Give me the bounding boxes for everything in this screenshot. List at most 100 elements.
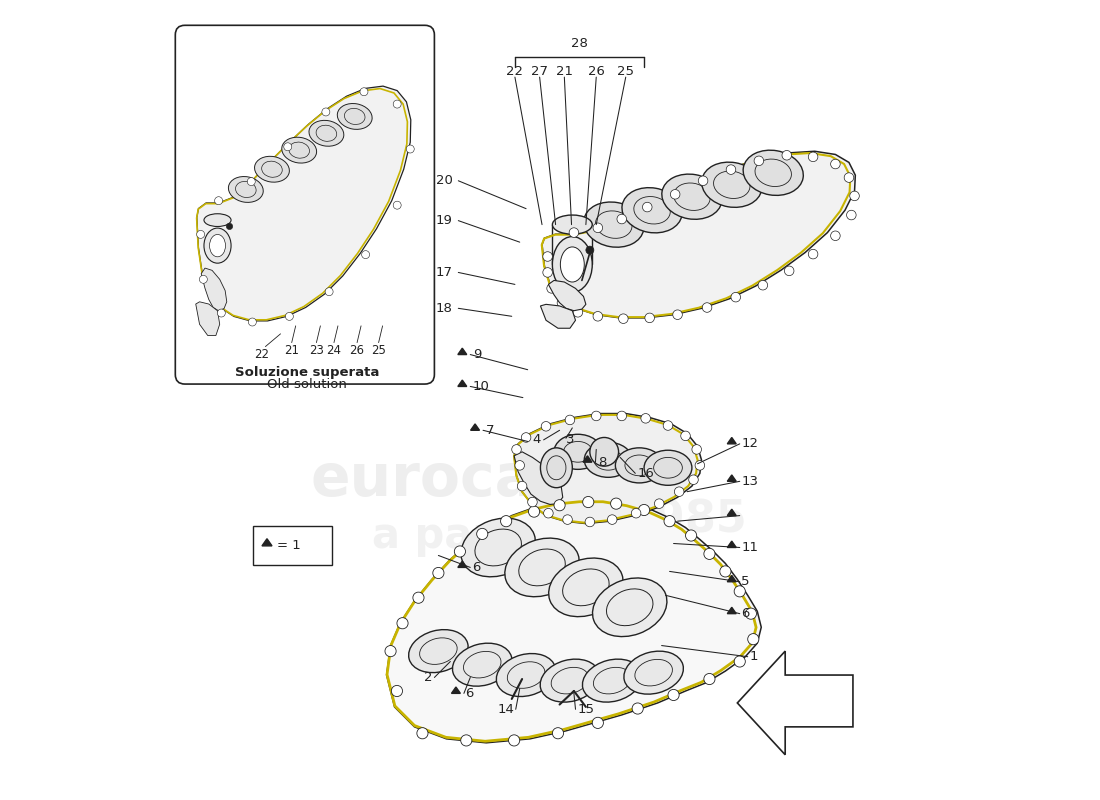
Ellipse shape <box>552 728 563 739</box>
Polygon shape <box>458 348 466 354</box>
Text: 6: 6 <box>741 607 750 620</box>
Ellipse shape <box>515 461 525 470</box>
Ellipse shape <box>204 228 231 263</box>
Ellipse shape <box>199 275 207 283</box>
Ellipse shape <box>569 228 579 238</box>
Ellipse shape <box>326 288 333 296</box>
Text: 28: 28 <box>571 37 587 50</box>
Ellipse shape <box>702 162 762 207</box>
Ellipse shape <box>517 482 527 491</box>
Text: Soluzione superata: Soluzione superata <box>234 366 380 378</box>
Ellipse shape <box>408 630 469 673</box>
Text: = 1: = 1 <box>276 539 300 552</box>
Ellipse shape <box>645 313 654 322</box>
Ellipse shape <box>673 310 682 319</box>
Ellipse shape <box>476 528 487 539</box>
Ellipse shape <box>850 191 859 201</box>
Ellipse shape <box>209 234 226 257</box>
Text: 12: 12 <box>741 438 758 450</box>
Text: 1985: 1985 <box>624 498 747 541</box>
Ellipse shape <box>412 592 424 603</box>
Ellipse shape <box>432 567 444 578</box>
Text: 15: 15 <box>578 703 595 716</box>
FancyBboxPatch shape <box>253 526 332 565</box>
Text: 8: 8 <box>597 456 606 469</box>
Text: Old solution: Old solution <box>267 378 346 391</box>
Ellipse shape <box>755 156 763 166</box>
Ellipse shape <box>406 145 415 153</box>
Ellipse shape <box>847 210 856 220</box>
Text: 26: 26 <box>350 344 364 357</box>
Text: 25: 25 <box>617 65 635 78</box>
Ellipse shape <box>461 518 536 577</box>
Ellipse shape <box>254 156 289 182</box>
Ellipse shape <box>734 586 746 597</box>
Ellipse shape <box>784 266 794 276</box>
Polygon shape <box>727 575 736 582</box>
Ellipse shape <box>496 654 556 697</box>
Polygon shape <box>451 687 461 694</box>
Ellipse shape <box>664 515 675 526</box>
Ellipse shape <box>249 318 256 326</box>
Ellipse shape <box>615 448 663 483</box>
Ellipse shape <box>808 152 818 162</box>
Polygon shape <box>471 424 480 430</box>
Ellipse shape <box>624 651 683 694</box>
Ellipse shape <box>621 188 682 233</box>
Polygon shape <box>201 268 227 310</box>
Ellipse shape <box>282 138 317 163</box>
Ellipse shape <box>830 231 840 241</box>
Ellipse shape <box>309 120 344 146</box>
Ellipse shape <box>542 252 552 262</box>
Ellipse shape <box>617 214 627 224</box>
Polygon shape <box>196 302 220 335</box>
Ellipse shape <box>692 445 702 454</box>
Ellipse shape <box>719 566 732 577</box>
Text: 23: 23 <box>309 344 323 357</box>
Ellipse shape <box>698 176 708 186</box>
Text: 14: 14 <box>497 703 514 716</box>
Ellipse shape <box>685 530 696 541</box>
Polygon shape <box>262 538 272 546</box>
Ellipse shape <box>674 487 684 497</box>
Ellipse shape <box>808 250 818 259</box>
Ellipse shape <box>385 646 396 657</box>
Text: 18: 18 <box>436 302 453 315</box>
Polygon shape <box>583 456 592 462</box>
Ellipse shape <box>586 246 594 254</box>
Ellipse shape <box>565 415 574 425</box>
Ellipse shape <box>204 214 231 226</box>
Ellipse shape <box>617 411 627 421</box>
Ellipse shape <box>521 433 531 442</box>
Text: 4: 4 <box>532 434 541 446</box>
Text: 19: 19 <box>436 214 453 227</box>
Polygon shape <box>727 541 736 547</box>
Ellipse shape <box>560 247 584 282</box>
Ellipse shape <box>610 498 621 510</box>
Ellipse shape <box>585 517 595 526</box>
Ellipse shape <box>558 298 566 307</box>
Ellipse shape <box>540 448 572 488</box>
Ellipse shape <box>744 150 803 195</box>
Ellipse shape <box>592 718 604 729</box>
Ellipse shape <box>695 461 705 470</box>
Polygon shape <box>727 475 736 482</box>
Ellipse shape <box>582 659 642 702</box>
Text: 24: 24 <box>327 344 341 357</box>
Ellipse shape <box>541 422 551 431</box>
Text: 5: 5 <box>741 575 750 588</box>
Ellipse shape <box>584 202 644 247</box>
Polygon shape <box>514 452 563 505</box>
Text: 21: 21 <box>556 65 573 78</box>
Ellipse shape <box>645 450 692 486</box>
Polygon shape <box>197 86 410 321</box>
Ellipse shape <box>670 190 680 199</box>
Text: 26: 26 <box>587 65 605 78</box>
Ellipse shape <box>417 728 428 739</box>
Ellipse shape <box>393 100 402 108</box>
FancyBboxPatch shape <box>175 26 434 384</box>
Ellipse shape <box>542 268 552 278</box>
Ellipse shape <box>393 202 402 209</box>
Ellipse shape <box>229 177 263 202</box>
Text: a parts: a parts <box>372 514 537 557</box>
